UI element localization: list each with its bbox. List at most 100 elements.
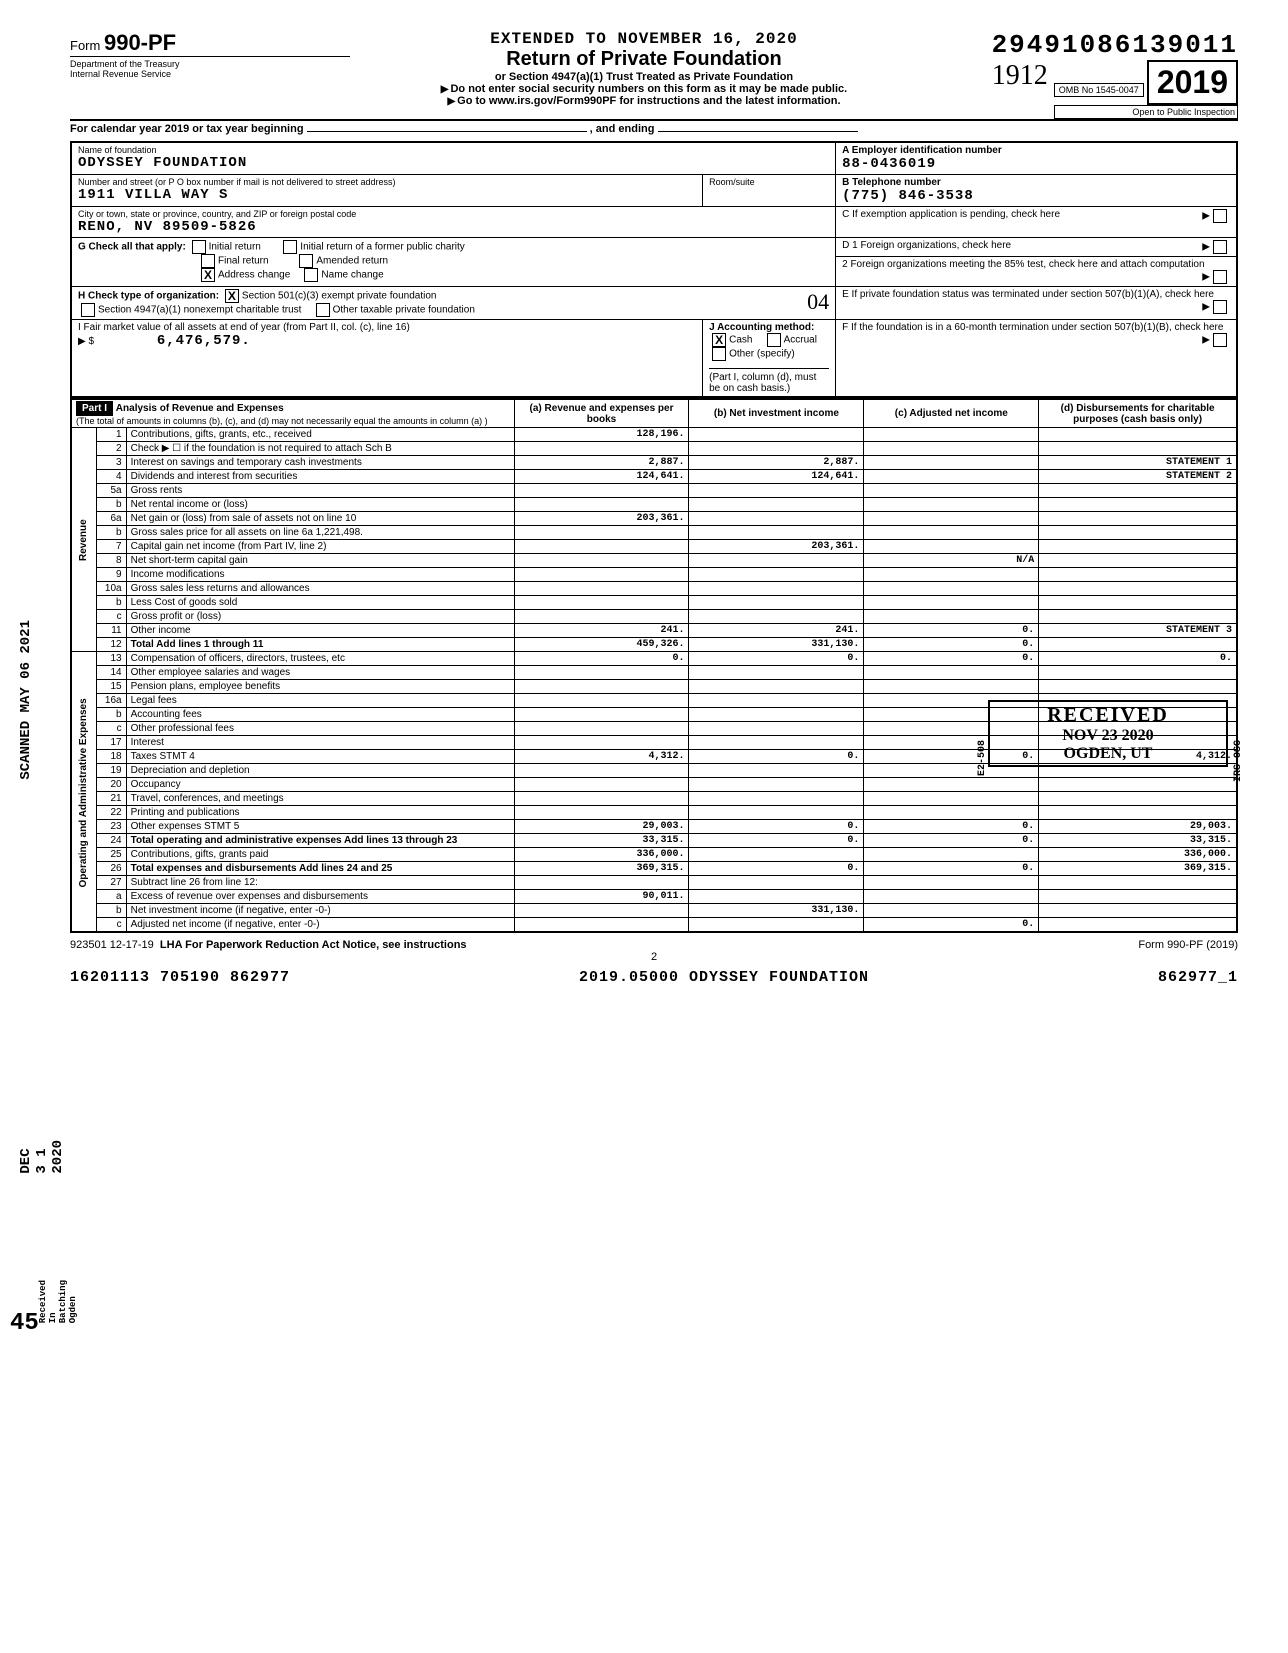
omb: OMB No 1545-0047	[1054, 83, 1144, 97]
year: 2019	[1157, 64, 1228, 100]
dec-stamp: DEC 3 1 2020	[18, 1140, 66, 1174]
cal-begin-blank[interactable]	[307, 131, 587, 132]
dept2: Internal Revenue Service	[70, 69, 350, 79]
cell-b	[689, 442, 864, 456]
g-final[interactable]	[201, 254, 215, 268]
part1-row: 23Other expenses STMT 529,003.0.0.29,003…	[71, 820, 1237, 834]
cell-b	[689, 722, 864, 736]
f-checkbox[interactable]	[1213, 333, 1227, 347]
cell-d	[1039, 498, 1237, 512]
line-num: b	[96, 708, 126, 722]
cell-d	[1039, 876, 1237, 890]
j-accrual[interactable]	[767, 333, 781, 347]
j-other[interactable]	[712, 347, 726, 361]
line-num: 1	[96, 428, 126, 442]
e2508-stamp: E2-508	[977, 740, 988, 776]
e-checkbox[interactable]	[1213, 300, 1227, 314]
year-box: 2019	[1147, 60, 1238, 105]
side-45: 45	[10, 1310, 39, 1337]
cell-d	[1039, 806, 1237, 820]
dept1: Department of the Treasury	[70, 59, 350, 69]
part1-row: aExcess of revenue over expenses and dis…	[71, 890, 1237, 904]
part1-row: 24Total operating and administrative exp…	[71, 834, 1237, 848]
col-a: (a) Revenue and expenses per books	[514, 399, 689, 428]
line-label: Adjusted net income (if negative, enter …	[126, 918, 514, 933]
cell-a: 29,003.	[514, 820, 689, 834]
addr-label: Number and street (or P O box number if …	[78, 177, 696, 187]
part1-row: 7Capital gain net income (from Part IV, …	[71, 540, 1237, 554]
part1-row: 22Printing and publications	[71, 806, 1237, 820]
h-other-tax[interactable]	[316, 303, 330, 317]
g-amended[interactable]	[299, 254, 313, 268]
h-4947[interactable]	[81, 303, 95, 317]
revenue-label: Revenue	[71, 428, 96, 652]
cell-c	[864, 498, 1039, 512]
part1-row: Operating and Administrative Expenses13C…	[71, 652, 1237, 666]
cell-c	[864, 792, 1039, 806]
city-label: City or town, state or province, country…	[78, 209, 829, 219]
d2-checkbox[interactable]	[1213, 270, 1227, 284]
footer-page: 2	[70, 951, 1238, 963]
handwritten-1912: 1912	[992, 60, 1048, 92]
ein-label: A Employer identification number	[842, 145, 1230, 156]
part1-row: 11Other income241.241.0.STATEMENT 3	[71, 624, 1237, 638]
cell-c	[864, 540, 1039, 554]
header-right: 29491086139011 1912 OMB No 1545-0047 201…	[938, 30, 1238, 119]
cell-b: 0.	[689, 820, 864, 834]
cell-c	[864, 666, 1039, 680]
cell-c	[864, 680, 1039, 694]
g-initial-former[interactable]	[283, 240, 297, 254]
cell-d	[1039, 568, 1237, 582]
extended-line: EXTENDED TO NOVEMBER 16, 2020	[350, 30, 938, 48]
received-in-stamp: Received In Batching Ogden	[38, 1280, 78, 1323]
line-num: 8	[96, 554, 126, 568]
line-num: 26	[96, 862, 126, 876]
cell-a: 241.	[514, 624, 689, 638]
cell-b	[689, 680, 864, 694]
line-label: Net investment income (if negative, ente…	[126, 904, 514, 918]
g-address-change[interactable]: X	[201, 268, 215, 282]
cell-b: 2,887.	[689, 456, 864, 470]
g-row2: Final return Amended return	[78, 254, 829, 268]
g-label: G Check all that apply: Initial return I…	[78, 240, 829, 254]
cell-a: 90,011.	[514, 890, 689, 904]
j-cash[interactable]: X	[712, 333, 726, 347]
line-label: Gross rents	[126, 484, 514, 498]
c-checkbox[interactable]	[1213, 209, 1227, 223]
line-num: 18	[96, 750, 126, 764]
h-501c3[interactable]: X	[225, 289, 239, 303]
part1-row: 21Travel, conferences, and meetings	[71, 792, 1237, 806]
part1-row: 25Contributions, gifts, grants paid336,0…	[71, 848, 1237, 862]
j-other-blank[interactable]	[709, 368, 829, 369]
d1-checkbox[interactable]	[1213, 240, 1227, 254]
part1-row: 27Subtract line 26 from line 12:	[71, 876, 1237, 890]
line-label: Contributions, gifts, grants, etc., rece…	[126, 428, 514, 442]
line-label: Depreciation and depletion	[126, 764, 514, 778]
cell-c	[864, 904, 1039, 918]
cal-end-blank[interactable]	[658, 131, 858, 132]
line-num: 14	[96, 666, 126, 680]
cell-b	[689, 736, 864, 750]
cell-a	[514, 918, 689, 933]
warn2: Go to www.irs.gov/Form990PF for instruct…	[350, 95, 938, 107]
ein: 88-0436019	[842, 156, 1230, 172]
name-label: Name of foundation	[78, 145, 829, 155]
part1-row: 20Occupancy	[71, 778, 1237, 792]
part1-grid: Part I Analysis of Revenue and Expenses …	[70, 398, 1238, 933]
cell-c	[864, 470, 1039, 484]
tel: (775) 846-3538	[842, 188, 1230, 204]
cell-b	[689, 848, 864, 862]
cell-b	[689, 610, 864, 624]
g-name-change[interactable]	[304, 268, 318, 282]
cell-b	[689, 568, 864, 582]
cell-d: STATEMENT 2	[1039, 470, 1237, 484]
line-label: Total expenses and disbursements Add lin…	[126, 862, 514, 876]
cell-a	[514, 498, 689, 512]
irs-osc-stamp: IRS-OSC	[1233, 740, 1244, 782]
part1-row: 10aGross sales less returns and allowanc…	[71, 582, 1237, 596]
inspection: Open to Public Inspection	[1054, 105, 1238, 119]
g-initial[interactable]	[192, 240, 206, 254]
line-label: Interest	[126, 736, 514, 750]
part1-row: bNet rental income or (loss)	[71, 498, 1237, 512]
line-num: 24	[96, 834, 126, 848]
